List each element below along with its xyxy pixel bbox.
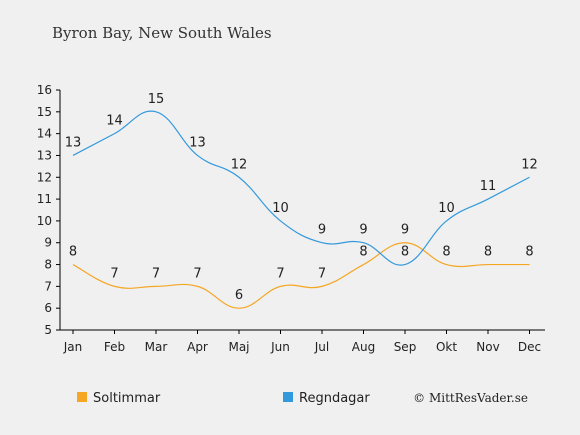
legend-label-0: Soltimmar	[93, 391, 161, 406]
y-tick-label: 6	[44, 301, 52, 315]
x-tick-label: Jun	[270, 340, 290, 354]
data-label: 8	[484, 245, 492, 260]
y-tick-label: 13	[37, 148, 52, 162]
x-tick-label: Mar	[145, 340, 168, 354]
x-tick-label: Feb	[104, 340, 125, 354]
data-label: 10	[272, 201, 289, 216]
legend-swatch-1	[283, 392, 293, 402]
legend-swatch-0	[77, 392, 87, 402]
y-tick-label: 15	[37, 105, 52, 119]
data-label: 8	[442, 245, 450, 260]
data-label: 9	[401, 223, 409, 238]
data-label: 14	[106, 114, 123, 129]
series-line-0	[72, 242, 530, 309]
data-label: 6	[235, 288, 243, 303]
x-tick-label: Aug	[352, 340, 375, 354]
y-tick-label: 7	[44, 279, 52, 293]
data-label: 7	[318, 266, 326, 281]
data-label: 8	[359, 245, 367, 260]
data-label: 9	[318, 223, 326, 238]
y-tick-label: 12	[37, 170, 52, 184]
data-label: 7	[193, 266, 201, 281]
legend-label-1: Regndagar	[299, 391, 370, 406]
data-label: 13	[189, 135, 206, 150]
axes: 5 6 7 8 9 10 11 12 13 14 15 16 Jan Feb Mar Apr Maj Jun Jul…	[37, 83, 545, 354]
data-label: 10	[438, 201, 455, 216]
x-tick-label: Nov	[476, 340, 499, 354]
data-label: 12	[521, 157, 538, 172]
data-label: 7	[276, 266, 284, 281]
credit-text: © MittResVader.se	[413, 391, 528, 405]
x-tick-label: Maj	[228, 340, 249, 354]
data-label: 12	[231, 157, 248, 172]
data-label: 9	[359, 223, 367, 238]
x-tick-label: Sep	[394, 340, 417, 354]
data-labels: 8 7 7 7 6 7 7 8 9 8 8 8 13 14 15 13 12 10 9 9 8 10 11 12	[65, 92, 538, 303]
data-label: 15	[148, 92, 165, 107]
x-tick-label: Jan	[63, 340, 83, 354]
data-label: 8	[525, 245, 533, 260]
y-tick-label: 9	[44, 236, 52, 250]
series-line-1	[72, 110, 530, 266]
data-label: 7	[110, 266, 118, 281]
x-tick-label: Jul	[314, 340, 329, 354]
data-label: 7	[152, 266, 160, 281]
data-label: 11	[480, 179, 497, 194]
x-tick-label: Okt	[436, 340, 457, 354]
data-label: 13	[65, 135, 82, 150]
chart-title: Byron Bay, New South Wales	[52, 24, 272, 42]
y-tick-label: 8	[44, 258, 52, 272]
x-tick-label: Dec	[518, 340, 541, 354]
y-tick-label: 14	[37, 127, 52, 141]
y-tick-label: 11	[37, 192, 52, 206]
x-tick-label: Apr	[187, 340, 208, 354]
y-tick-label: 10	[37, 214, 52, 228]
legend: Soltimmar Regndagar	[77, 391, 370, 406]
y-tick-label: 5	[44, 323, 52, 337]
y-tick-label: 16	[37, 83, 52, 97]
data-label: 8	[401, 245, 409, 260]
data-label: 8	[69, 245, 77, 260]
series-lines	[72, 110, 530, 309]
